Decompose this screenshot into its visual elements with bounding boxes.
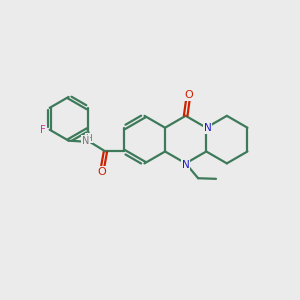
Text: N: N [182, 160, 190, 170]
Text: O: O [98, 167, 106, 177]
Text: F: F [40, 125, 46, 135]
Text: N: N [82, 136, 89, 146]
Text: H: H [85, 134, 92, 142]
Text: N: N [204, 123, 211, 133]
Text: O: O [184, 90, 193, 100]
